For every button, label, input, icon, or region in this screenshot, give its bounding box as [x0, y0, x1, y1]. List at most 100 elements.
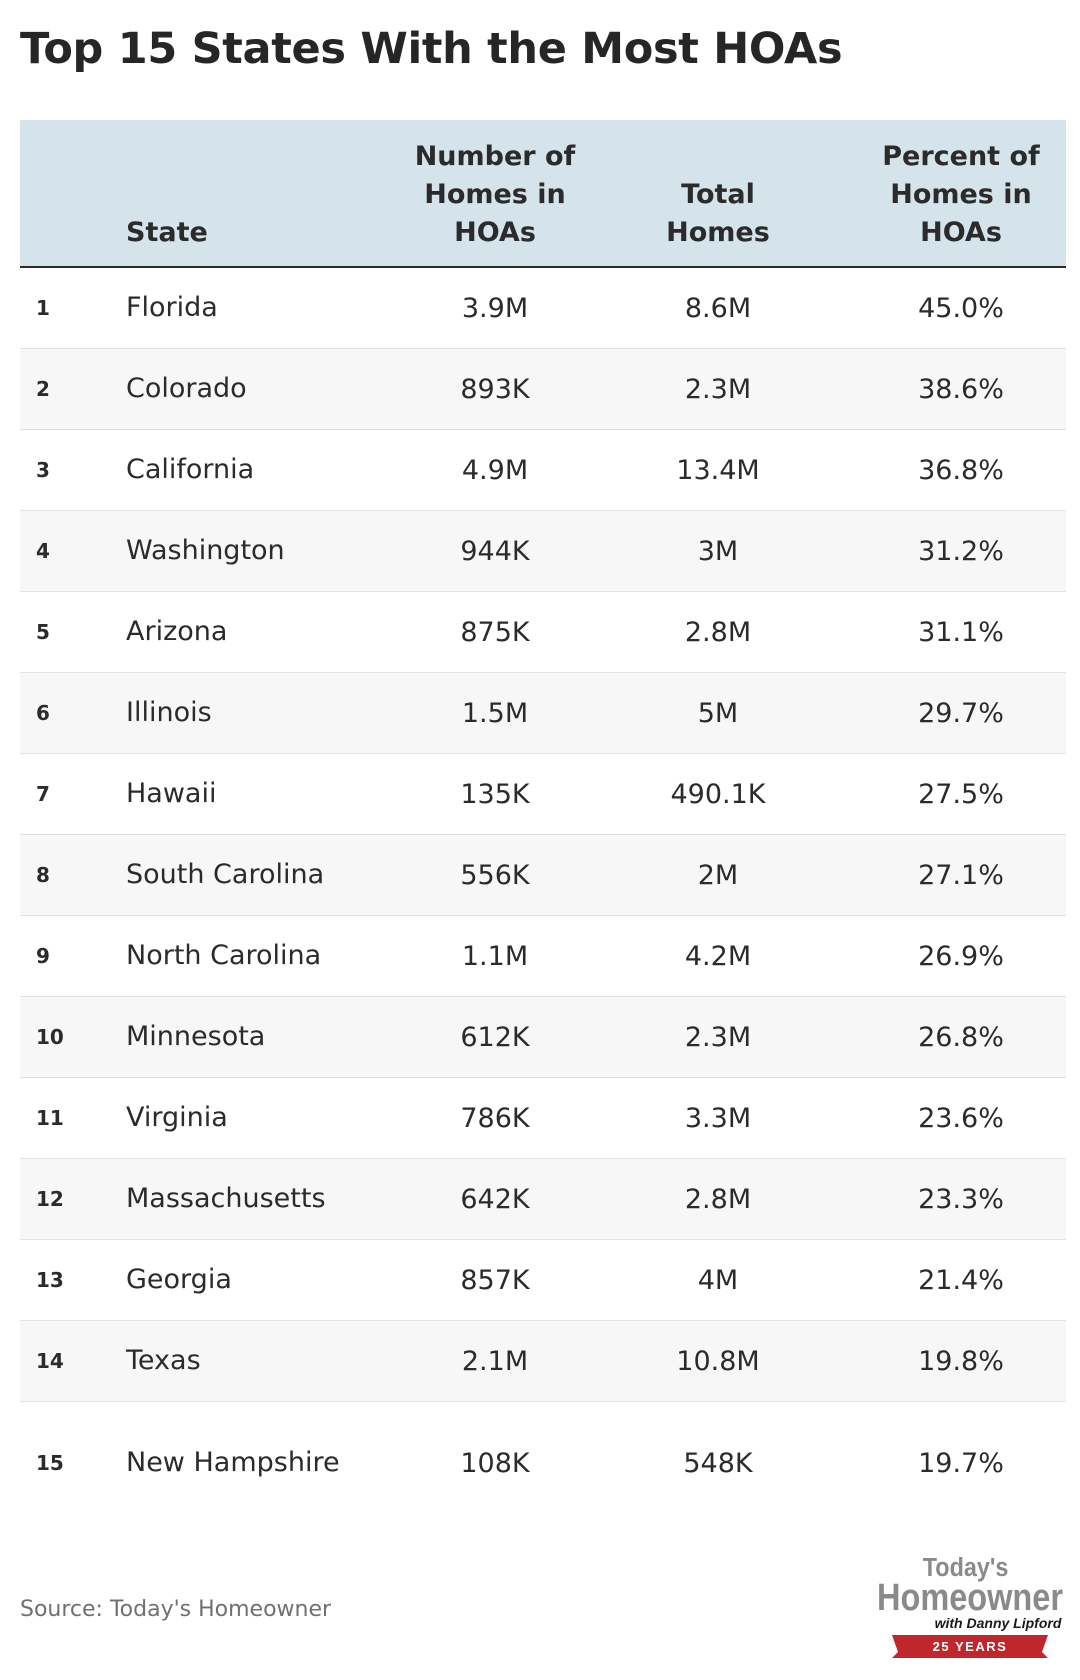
rank-cell: 2 [36, 377, 50, 401]
homes-in-hoas-cell: 893K [460, 373, 530, 405]
state-cell: Colorado [126, 373, 247, 404]
state-cell: South Carolina [126, 859, 325, 890]
state-cell: Virginia [126, 1102, 228, 1133]
state-cell: Arizona [126, 616, 228, 647]
rank-cell: 13 [36, 1268, 64, 1292]
rank-cell: 12 [36, 1187, 64, 1211]
rank-cell: 4 [36, 539, 50, 563]
total-homes-cell: 490.1K [670, 778, 766, 810]
header-homes-in-hoas: Number of Homes in HOAs [414, 141, 576, 248]
chart-title: Top 15 States With the Most HOAs [20, 24, 843, 74]
homes-in-hoas-cell: 1.5M [461, 697, 529, 729]
rank-cell: 6 [36, 701, 50, 725]
percent-cell: 36.8% [918, 454, 1004, 486]
table-row: 13 Georgia 857K 4M 21.4% [20, 1240, 1066, 1321]
state-cell: Hawaii [126, 778, 217, 809]
total-homes-cell: 2.8M [684, 1183, 752, 1215]
rank-cell: 14 [36, 1349, 64, 1373]
table-row: 12 Massachusetts 642K 2.8M 23.3% [20, 1159, 1066, 1240]
total-homes-cell: 5M [697, 697, 739, 729]
table-row: 11 Virginia 786K 3.3M 23.6% [20, 1078, 1066, 1159]
logo-ribbon [892, 1635, 1048, 1658]
rank-cell: 7 [36, 782, 50, 806]
homes-in-hoas-cell: 4.9M [461, 454, 529, 486]
table-row: 10 Minnesota 612K 2.3M 26.8% [20, 997, 1066, 1078]
state-cell: North Carolina [126, 940, 322, 971]
percent-cell: 21.4% [918, 1264, 1004, 1296]
table-row: 9 North Carolina 1.1M 4.2M 26.9% [20, 916, 1066, 997]
table-row: 3 California 4.9M 13.4M 36.8% [20, 430, 1066, 511]
total-homes-cell: 13.4M [676, 454, 760, 486]
table-row: 7 Hawaii 135K 490.1K 27.5% [20, 754, 1066, 835]
homes-in-hoas-cell: 3.9M [461, 292, 529, 324]
state-cell: Washington [126, 535, 285, 566]
percent-cell: 26.8% [918, 1021, 1004, 1053]
rank-cell: 1 [36, 296, 50, 320]
total-homes-cell: 4.2M [684, 940, 752, 972]
rank-cell: 3 [36, 458, 50, 482]
table-row: 6 Illinois 1.5M 5M 29.7% [20, 673, 1066, 754]
percent-cell: 19.8% [918, 1345, 1004, 1377]
state-cell: Texas [126, 1345, 201, 1376]
table-row: 5 Arizona 875K 2.8M 31.1% [20, 592, 1066, 673]
state-cell: Florida [126, 292, 218, 323]
total-homes-cell: 8.6M [684, 292, 752, 324]
logo-line2: Homeowner [877, 1577, 1063, 1619]
table-row: 2 Colorado 893K 2.3M 38.6% [20, 349, 1066, 430]
total-homes-cell: 10.8M [676, 1345, 760, 1377]
hoa-table: State Number of Homes in HOAs Total Homes P… [20, 120, 1066, 1524]
table-row: 15 New Hampshire 108K 548K 19.7% [20, 1402, 1066, 1524]
homes-in-hoas-cell: 857K [460, 1264, 530, 1296]
state-cell: Illinois [126, 697, 212, 728]
state-cell: New Hampshire [126, 1447, 340, 1478]
percent-cell: 23.6% [918, 1102, 1004, 1134]
homes-in-hoas-cell: 642K [460, 1183, 530, 1215]
rank-cell: 8 [36, 863, 50, 887]
header-total-homes: Total Homes [666, 179, 770, 248]
rank-cell: 5 [36, 620, 50, 644]
table-header: State Number of Homes in HOAs Total Homes P… [20, 120, 1066, 268]
percent-cell: 29.7% [918, 697, 1004, 729]
total-homes-cell: 548K [683, 1447, 753, 1479]
homes-in-hoas-cell: 2.1M [461, 1345, 529, 1377]
total-homes-cell: 2.3M [684, 373, 752, 405]
homes-in-hoas-cell: 135K [460, 778, 530, 810]
header-state: State [126, 217, 208, 248]
table-row: 8 South Carolina 556K 2M 27.1% [20, 835, 1066, 916]
percent-cell: 27.1% [918, 859, 1004, 891]
total-homes-cell: 2.3M [684, 1021, 752, 1053]
table-row: 4 Washington 944K 3M 31.2% [20, 511, 1066, 592]
state-cell: Massachusetts [126, 1183, 326, 1214]
rank-cell: 15 [36, 1451, 64, 1475]
table-row: 14 Texas 2.1M 10.8M 19.8% [20, 1321, 1066, 1402]
percent-cell: 27.5% [918, 778, 1004, 810]
logo-line1: Today's [923, 1554, 1009, 1582]
rank-cell: 11 [36, 1106, 64, 1130]
percent-cell: 23.3% [918, 1183, 1004, 1215]
total-homes-cell: 3M [697, 535, 739, 567]
logo-line3: with Danny Lipford [935, 1615, 1062, 1631]
percent-cell: 45.0% [918, 292, 1004, 324]
percent-cell: 26.9% [918, 940, 1004, 972]
homes-in-hoas-cell: 1.1M [461, 940, 529, 972]
total-homes-cell: 4M [697, 1264, 739, 1296]
total-homes-cell: 3.3M [684, 1102, 752, 1134]
table-body: 1 Florida 3.9M 8.6M 45.0% 2 Colorado 893K 2.3M 38… [20, 268, 1066, 1524]
table-row: 1 Florida 3.9M 8.6M 45.0% [20, 268, 1066, 349]
state-cell: Minnesota [126, 1021, 266, 1052]
state-cell: California [126, 454, 255, 485]
homes-in-hoas-cell: 875K [460, 616, 530, 648]
homes-in-hoas-cell: 786K [460, 1102, 530, 1134]
homes-in-hoas-cell: 108K [460, 1447, 530, 1479]
homes-in-hoas-cell: 944K [460, 535, 530, 567]
percent-cell: 31.2% [918, 535, 1004, 567]
todays-homeowner-logo: Today's Homeowner with Danny Lipford 25 … [877, 1554, 1063, 1658]
rank-cell: 9 [36, 944, 50, 968]
total-homes-cell: 2.8M [684, 616, 752, 648]
percent-cell: 38.6% [918, 373, 1004, 405]
logo-ribbon-text: 25 YEARS [933, 1639, 1008, 1654]
total-homes-cell: 2M [697, 859, 739, 891]
percent-cell: 31.1% [918, 616, 1004, 648]
percent-cell: 19.7% [918, 1447, 1004, 1479]
rank-cell: 10 [36, 1025, 64, 1049]
